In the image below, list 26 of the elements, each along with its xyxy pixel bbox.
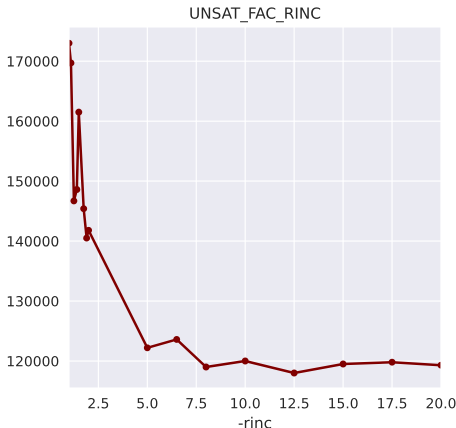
y-tick-label: 150000 xyxy=(8,176,58,187)
point xyxy=(173,336,180,343)
chart-title: UNSAT_FAC_RINC xyxy=(190,7,320,22)
point xyxy=(83,234,90,242)
y-tick-label: 120000 xyxy=(8,356,58,366)
y-tick-label: 140000 xyxy=(8,236,58,247)
point xyxy=(340,360,347,368)
x-tick-label: 2.5 xyxy=(88,398,108,408)
y-tick-label: 160000 xyxy=(8,116,58,127)
x-tick-label: 12.5 xyxy=(280,398,308,408)
point xyxy=(290,370,298,376)
point xyxy=(202,364,210,370)
x-tick-label: 5.0 xyxy=(137,398,158,408)
point xyxy=(70,197,78,204)
x-tick-label: 7.5 xyxy=(186,398,206,408)
y-tick-label: 130000 xyxy=(8,296,58,307)
point xyxy=(75,108,82,116)
point xyxy=(144,344,151,352)
x-tick-label: 17.5 xyxy=(378,398,406,408)
point xyxy=(388,358,396,366)
x-tick-label: 15.0 xyxy=(329,398,358,408)
point xyxy=(80,205,88,212)
x-tick-label: 10.0 xyxy=(231,398,260,408)
y-tick-label: 170000 xyxy=(8,56,58,67)
x-tick-label: 20.0 xyxy=(426,398,456,408)
point xyxy=(242,358,249,364)
